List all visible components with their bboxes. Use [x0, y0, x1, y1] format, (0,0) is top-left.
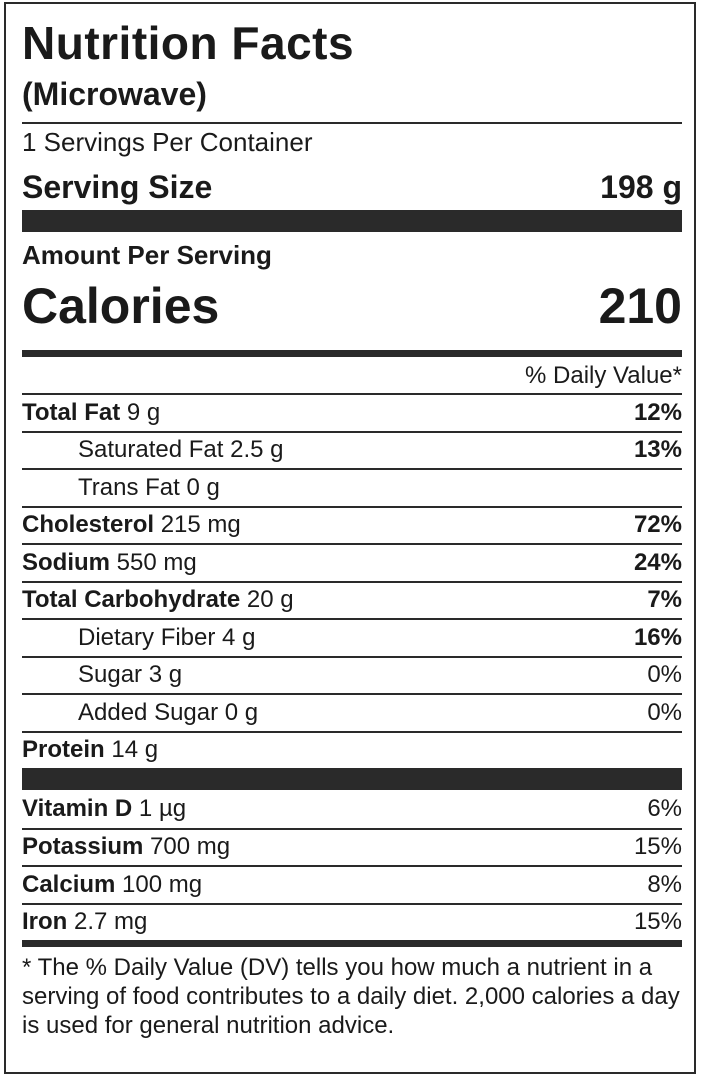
- nutrient-pct: 0%: [647, 698, 682, 726]
- vitamin-row-vitamin-d: Vitamin D 1 µg 6%: [22, 790, 682, 828]
- vitamin-pct: 6%: [647, 794, 682, 822]
- nutrient-name: Cholesterol: [22, 511, 155, 539]
- nutrient-row-sugar: Sugar 3 g 0%: [22, 655, 682, 694]
- daily-value-footnote: * The % Daily Value (DV) tells you how m…: [22, 954, 680, 1039]
- vitamin-row-potassium: Potassium 700 mg 15%: [22, 827, 682, 866]
- nutrient-pct: 72%: [633, 511, 682, 539]
- nutrient-amount: 4 g: [222, 623, 256, 651]
- divider-thin: [22, 122, 682, 124]
- nutrient-row-sodium: Sodium 550 mg 24%: [22, 543, 682, 581]
- vitamin-pct: 8%: [647, 870, 682, 898]
- serving-size-row: Serving Size 198 g: [22, 160, 682, 210]
- nutrition-facts-label: Nutrition Facts (Microwave) 1 Servings P…: [4, 2, 696, 1074]
- nutrient-amount: 550 mg: [116, 548, 197, 576]
- daily-value-header: % Daily Value*: [525, 362, 682, 389]
- serving-size-label: Serving Size: [22, 169, 213, 205]
- calories-label: Calories: [22, 278, 220, 334]
- vitamin-pct: 15%: [633, 908, 682, 936]
- vitamin-amount: 700 mg: [150, 833, 231, 861]
- vitamin-name: Vitamin D: [22, 794, 133, 822]
- label-title: Nutrition Facts: [22, 17, 355, 69]
- nutrient-name: Dietary Fiber: [78, 623, 216, 651]
- nutrient-row-added-sugar: Added Sugar 0 g 0%: [22, 693, 682, 731]
- amount-per-serving: Amount Per Serving: [22, 240, 272, 270]
- nutrient-name: Saturated Fat: [78, 436, 224, 464]
- nutrient-name: Protein: [22, 736, 105, 764]
- vitamin-pct: 15%: [633, 833, 682, 861]
- nutrient-pct: 16%: [633, 623, 682, 651]
- nutrient-pct: 0%: [647, 661, 682, 689]
- nutrient-amount: 215 mg: [160, 511, 241, 539]
- vitamin-amount: 100 mg: [122, 870, 203, 898]
- nutrient-amount: 9 g: [126, 398, 161, 426]
- serving-size-value: 198 g: [600, 169, 682, 205]
- vitamin-amount: 2.7 mg: [74, 908, 148, 936]
- nutrient-name: Added Sugar: [78, 698, 219, 726]
- servings-per-container: 1 Servings Per Container: [22, 127, 313, 157]
- vitamin-name: Potassium: [22, 833, 144, 861]
- nutrient-amount: 14 g: [111, 736, 159, 764]
- nutrient-name: Total Fat: [22, 398, 121, 426]
- nutrient-name: Trans Fat: [78, 473, 180, 501]
- nutrient-row-trans-fat: Trans Fat 0 g: [22, 468, 682, 506]
- vitamin-name: Calcium: [22, 870, 116, 898]
- vitamin-row-calcium: Calcium 100 mg 8%: [22, 865, 682, 903]
- nutrient-row-total-carbohydrate: Total Carbohydrate 20 g 7%: [22, 580, 682, 619]
- nutrient-amount: 2.5 g: [230, 436, 284, 464]
- vitamin-name: Iron: [22, 908, 68, 936]
- vitamin-amount: 1 µg: [138, 794, 187, 822]
- nutrient-pct: 12%: [633, 398, 682, 426]
- nutrient-pct: 24%: [633, 548, 682, 576]
- nutrient-pct: 13%: [633, 436, 682, 464]
- nutrient-row-total-fat: Total Fat 9 g 12%: [22, 393, 682, 431]
- nutrient-amount: 0 g: [186, 473, 220, 501]
- nutrient-row-protein: Protein 14 g: [22, 730, 682, 769]
- nutrient-name: Sugar: [78, 661, 143, 689]
- nutrient-row-cholesterol: Cholesterol 215 mg 72%: [22, 505, 682, 544]
- calories-value: 210: [598, 278, 682, 334]
- nutrient-row-dietary-fiber: Dietary Fiber 4 g 16%: [22, 618, 682, 656]
- label-subtitle: (Microwave): [22, 76, 207, 112]
- vitamin-row-iron: Iron 2.7 mg 15%: [22, 902, 682, 941]
- nutrient-name: Sodium: [22, 548, 110, 576]
- divider-medium: [22, 350, 682, 357]
- divider-thick: [22, 768, 682, 790]
- nutrient-name: Total Carbohydrate: [22, 586, 241, 614]
- divider-medium: [22, 940, 682, 947]
- nutrient-amount: 0 g: [224, 698, 259, 726]
- divider-thick: [22, 210, 682, 232]
- nutrient-amount: 20 g: [246, 586, 294, 614]
- calories-row: Calories 210: [22, 274, 682, 350]
- nutrient-pct: 7%: [647, 586, 682, 614]
- nutrient-amount: 3 g: [148, 661, 183, 689]
- nutrient-row-saturated-fat: Saturated Fat 2.5 g 13%: [22, 430, 682, 469]
